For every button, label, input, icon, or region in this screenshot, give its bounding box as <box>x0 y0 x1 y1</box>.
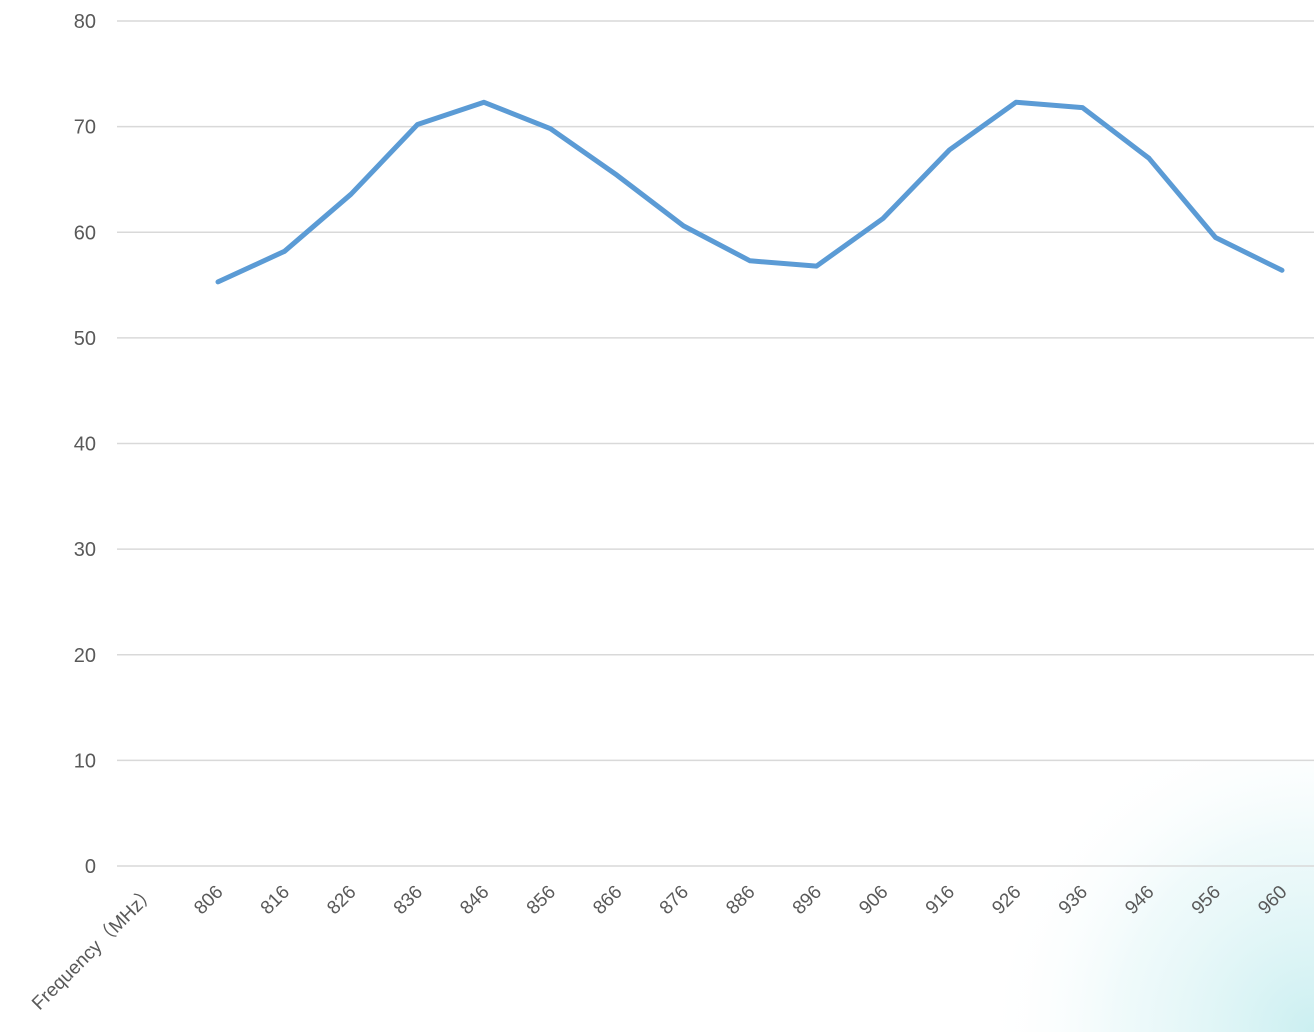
data-point <box>548 126 553 131</box>
data-point <box>1213 235 1218 240</box>
data-point <box>349 192 354 197</box>
x-tick-label: 906 <box>855 882 892 919</box>
series-line <box>218 102 1282 282</box>
data-point <box>1014 100 1019 105</box>
data-point <box>947 147 952 152</box>
data-point <box>681 223 686 228</box>
x-tick-label: 806 <box>190 882 227 919</box>
x-tick-label: 846 <box>456 882 493 919</box>
data-point <box>482 100 487 105</box>
x-tick-label: 876 <box>656 882 693 919</box>
data-point <box>1280 268 1285 273</box>
x-tick-label: 886 <box>722 882 759 919</box>
corner-decoration <box>900 760 1314 1032</box>
x-tick-label: 836 <box>390 882 427 919</box>
x-tick-label: 866 <box>589 882 626 919</box>
y-tick-label: 50 <box>74 328 96 350</box>
data-point <box>1147 156 1152 161</box>
data-point <box>282 249 287 254</box>
x-tick-label: 816 <box>257 882 294 919</box>
data-point <box>881 216 886 221</box>
data-point <box>415 122 420 127</box>
series-layer <box>216 100 1285 285</box>
y-tick-label: 70 <box>74 117 96 139</box>
data-point <box>615 173 620 178</box>
x-tick-label: Frequency（MHz） <box>28 881 162 1015</box>
x-tick-label: 896 <box>789 882 826 919</box>
y-tick-label: 80 <box>74 11 96 33</box>
data-point <box>748 258 753 263</box>
y-tick-label: 0 <box>85 856 96 878</box>
y-tick-label: 60 <box>74 222 96 244</box>
data-point <box>216 279 221 284</box>
y-tick-label: 30 <box>74 539 96 561</box>
y-axis: 0 10 20 30 40 50 60 70 80 <box>74 11 96 878</box>
y-tick-label: 20 <box>74 645 96 667</box>
x-tick-label: 826 <box>323 882 360 919</box>
data-point <box>1080 105 1085 110</box>
data-point <box>814 264 819 269</box>
y-tick-label: 40 <box>74 434 96 456</box>
x-tick-label: 856 <box>523 882 560 919</box>
y-tick-label: 10 <box>74 750 96 772</box>
